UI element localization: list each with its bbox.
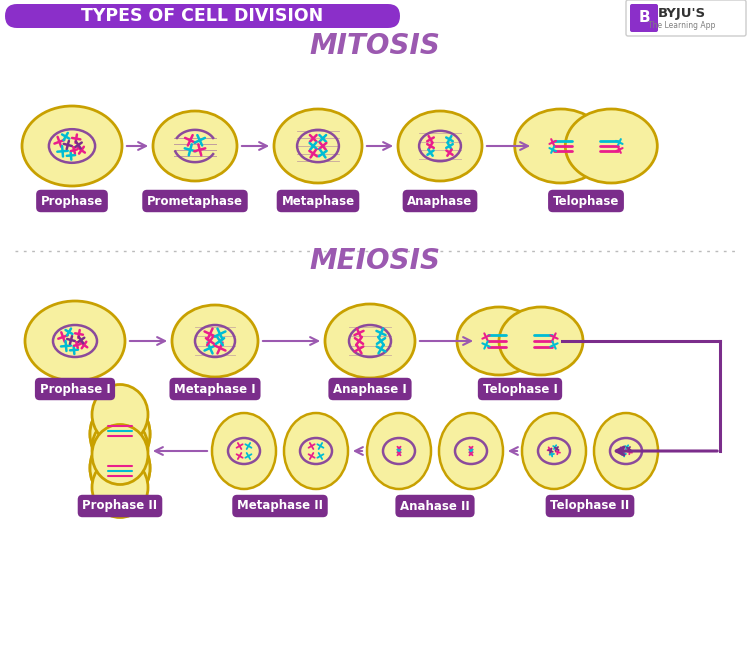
Ellipse shape: [92, 384, 148, 444]
Ellipse shape: [92, 458, 148, 517]
Text: Anaphase I: Anaphase I: [333, 382, 406, 396]
Text: Metaphase: Metaphase: [281, 194, 355, 208]
Ellipse shape: [274, 109, 362, 183]
Ellipse shape: [566, 109, 657, 183]
Ellipse shape: [92, 418, 148, 478]
Ellipse shape: [522, 413, 586, 489]
Ellipse shape: [212, 413, 276, 489]
Text: Metaphase I: Metaphase I: [174, 382, 256, 396]
Ellipse shape: [367, 413, 431, 489]
Text: Prophase II: Prophase II: [82, 500, 158, 513]
Text: Telophase: Telophase: [553, 194, 620, 208]
Ellipse shape: [90, 434, 150, 502]
Text: Prophase I: Prophase I: [40, 382, 110, 396]
Text: B: B: [638, 11, 650, 25]
Ellipse shape: [594, 413, 658, 489]
Ellipse shape: [514, 109, 607, 183]
Ellipse shape: [499, 307, 583, 375]
Text: TYPES OF CELL DIVISION: TYPES OF CELL DIVISION: [81, 7, 323, 25]
Ellipse shape: [22, 106, 122, 186]
Text: MITOSIS: MITOSIS: [310, 32, 440, 60]
Ellipse shape: [325, 304, 415, 378]
Ellipse shape: [90, 400, 150, 468]
Text: Anahase II: Anahase II: [400, 500, 470, 513]
Ellipse shape: [398, 111, 482, 181]
FancyBboxPatch shape: [5, 4, 400, 28]
Ellipse shape: [284, 413, 348, 489]
Text: Prophase: Prophase: [40, 194, 103, 208]
Ellipse shape: [90, 400, 150, 468]
Ellipse shape: [439, 413, 503, 489]
Ellipse shape: [153, 111, 237, 181]
Text: Prometaphase: Prometaphase: [147, 194, 243, 208]
Text: BYJU'S: BYJU'S: [658, 7, 706, 21]
Text: Telophase I: Telophase I: [482, 382, 557, 396]
Text: MEIOSIS: MEIOSIS: [310, 247, 440, 275]
Ellipse shape: [90, 434, 150, 502]
Text: Telophase II: Telophase II: [550, 500, 630, 513]
FancyBboxPatch shape: [630, 4, 658, 32]
Text: Metaphase II: Metaphase II: [237, 500, 323, 513]
Ellipse shape: [92, 424, 148, 484]
Ellipse shape: [457, 307, 541, 375]
FancyBboxPatch shape: [626, 0, 746, 36]
Text: Anaphase: Anaphase: [407, 194, 472, 208]
Text: The Learning App: The Learning App: [648, 21, 716, 29]
Ellipse shape: [25, 301, 125, 381]
Ellipse shape: [172, 305, 258, 377]
